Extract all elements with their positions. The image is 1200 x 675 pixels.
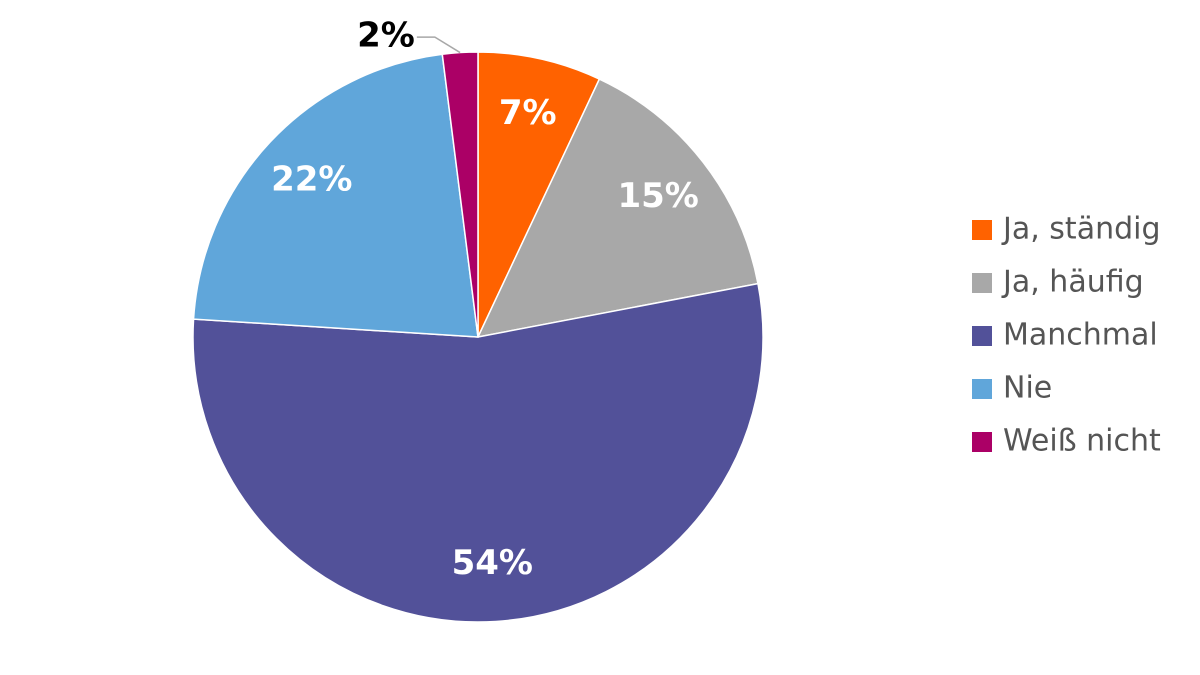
legend-swatch [972, 326, 992, 346]
pie-slice [476, 78, 759, 339]
legend-swatch [972, 220, 992, 240]
legend-label: Ja, ständig [1001, 212, 1161, 247]
legend-label: Nie [1003, 371, 1052, 406]
data-label: 54% [452, 543, 533, 583]
legend-swatch [972, 273, 992, 293]
data-label: 15% [617, 176, 698, 216]
pie-slice [477, 51, 601, 338]
legend-label: Ja, häufig [1001, 265, 1144, 300]
legend-label: Manchmal [1003, 318, 1158, 353]
leader-line [416, 36, 461, 54]
data-label: 2% [357, 16, 415, 56]
pie-slice [192, 282, 764, 623]
data-label: 7% [499, 93, 557, 133]
legend-label: Weiß nicht [1003, 424, 1161, 459]
legend-swatch [972, 432, 992, 452]
data-label: 22% [271, 159, 352, 199]
legend-swatch [972, 379, 992, 399]
pie-slice [192, 53, 479, 338]
